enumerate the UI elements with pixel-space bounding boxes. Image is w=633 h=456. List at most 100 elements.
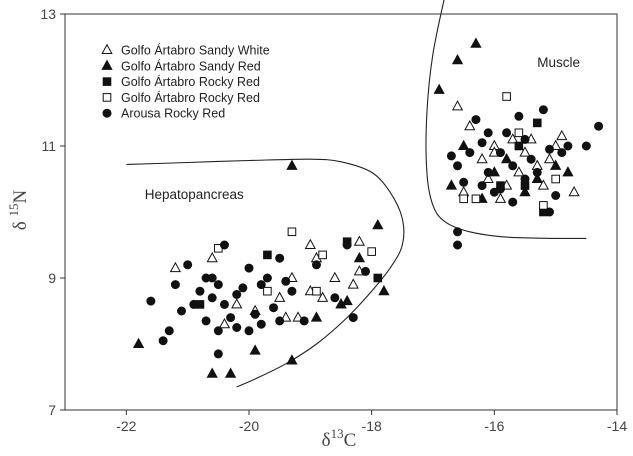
point-s5-37	[275, 316, 285, 326]
point-s4-8	[471, 194, 481, 204]
point-s5-17	[232, 290, 242, 299]
point-s3-5	[532, 118, 542, 128]
point-s5-12	[213, 280, 223, 290]
point-s1-11	[316, 291, 329, 302]
point-s3-6	[514, 141, 524, 151]
point-s1-37	[537, 179, 550, 190]
legend-label-5: Arousa Rocky Red	[121, 107, 225, 121]
point-s5-23	[256, 319, 266, 329]
point-s5-55	[532, 167, 542, 177]
point-s5-1	[146, 296, 156, 306]
point-s1-12	[329, 271, 341, 283]
point-s2-13	[433, 83, 445, 94]
point-s5-19	[238, 283, 248, 293]
legend-marker-5	[102, 108, 112, 118]
point-s1-33	[458, 185, 470, 197]
axis-ticks: -22 -20 -18 -16 -14 7 9 11 13	[40, 6, 627, 434]
point-s5-57	[545, 144, 555, 154]
point-s5-33	[348, 313, 358, 323]
data-points	[132, 37, 604, 378]
plot-frame	[64, 13, 618, 411]
point-s2-16	[458, 139, 470, 151]
point-s2-19	[519, 185, 531, 197]
point-s5-6	[189, 299, 199, 309]
point-s2-10	[372, 218, 384, 230]
y-tick-label: 9	[48, 270, 56, 286]
point-s1-2	[206, 251, 218, 263]
point-s4-5	[318, 250, 327, 260]
point-s2-21	[550, 159, 562, 170]
point-s4-10	[514, 128, 524, 138]
point-s4-6	[367, 247, 376, 256]
point-s1-27	[519, 146, 531, 157]
point-s4-11	[551, 174, 560, 184]
legend-marker-3	[102, 77, 112, 86]
y-tick-label: 7	[48, 402, 56, 418]
point-s5-62	[594, 121, 604, 131]
point-s5-56	[538, 105, 548, 115]
x-tick-label: -18	[362, 418, 382, 434]
point-s5-5	[183, 260, 193, 270]
point-s2-3	[224, 367, 237, 378]
point-s2-11	[378, 284, 390, 296]
point-s1-25	[507, 133, 519, 144]
point-s5-9	[201, 316, 211, 326]
point-s2-12	[341, 294, 353, 306]
point-s5-21	[250, 309, 260, 319]
x-axis-label: δ13C	[322, 426, 357, 451]
annotations: Hepatopancreas Muscle	[145, 55, 580, 202]
point-s5-60	[563, 141, 573, 151]
point-s2-20	[531, 172, 543, 184]
point-s5-31	[330, 293, 340, 303]
annotation-1: Hepatopancreas	[145, 187, 244, 202]
point-s2-7	[310, 311, 323, 322]
point-s4-4	[312, 286, 321, 296]
point-s5-27	[281, 276, 291, 286]
point-s2-1	[132, 337, 145, 349]
region-boundary-1	[126, 158, 405, 388]
point-s5-25	[269, 303, 279, 313]
legend-label-4: Golfo Ártabro Rocky Red	[121, 90, 260, 105]
point-s2-23	[445, 179, 458, 190]
point-s5-20	[244, 263, 254, 273]
point-s2-18	[500, 152, 513, 164]
region-boundaries	[126, 0, 587, 388]
point-s5-2	[164, 326, 174, 336]
point-s5-24	[262, 273, 272, 283]
point-s5-36	[244, 326, 254, 336]
point-s2-9	[353, 251, 366, 263]
point-s4-3	[263, 286, 272, 296]
point-s3-1	[263, 250, 272, 260]
legend-marker-4	[102, 93, 112, 102]
point-s5-34	[361, 266, 371, 276]
region-boundary-2	[425, 0, 587, 240]
point-s1-24	[494, 192, 507, 203]
y-tick-label: 11	[41, 138, 56, 154]
point-s5-4	[177, 306, 187, 316]
point-s5-35	[213, 349, 223, 359]
point-s4-9	[502, 92, 511, 101]
point-s5-13	[213, 326, 223, 336]
legend-marker-2	[101, 59, 113, 70]
point-s1-14	[347, 278, 359, 289]
point-s5-39	[453, 161, 463, 171]
x-tick-label: -22	[116, 418, 136, 434]
point-s2-22	[562, 166, 574, 177]
point-s5-10	[207, 293, 217, 303]
point-s1-20	[464, 119, 476, 131]
x-tick-label: -16	[484, 418, 504, 434]
point-s2-5	[286, 354, 298, 365]
point-s5-58	[551, 191, 561, 200]
point-s5-38	[158, 336, 168, 346]
point-s1-1	[169, 261, 182, 273]
point-s4-12	[539, 201, 548, 210]
point-s4-2	[287, 227, 297, 237]
point-s2-15	[470, 37, 482, 48]
point-s5-7	[195, 286, 205, 296]
point-s2-2	[206, 367, 218, 378]
y-axis-label: δ 15N	[6, 190, 31, 231]
point-s5-16	[226, 313, 236, 323]
point-s1-17	[353, 235, 366, 246]
point-s5-53	[520, 134, 530, 144]
